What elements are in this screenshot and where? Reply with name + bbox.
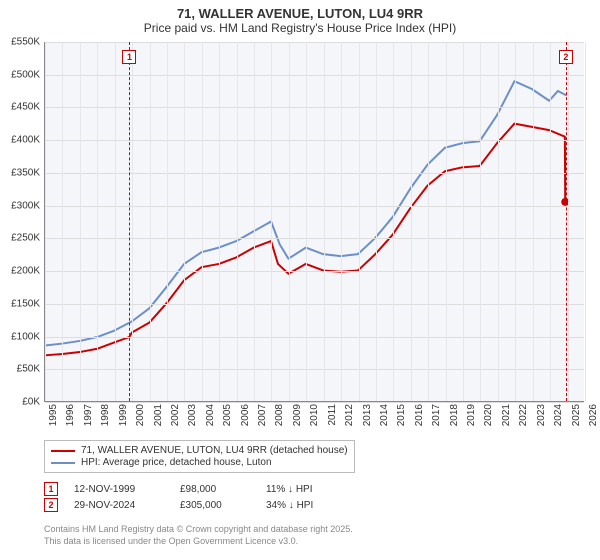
reference-line <box>566 42 567 401</box>
x-tick-label: 2022 <box>518 404 529 426</box>
attribution-line: Contains HM Land Registry data © Crown c… <box>44 524 353 536</box>
x-tick-label: 2021 <box>501 404 512 426</box>
x-tick-label: 2023 <box>536 404 547 426</box>
attribution-line: This data is licensed under the Open Gov… <box>44 536 353 548</box>
keypoint-price: £305,000 <box>180 500 250 511</box>
x-tick-label: 2012 <box>344 404 355 426</box>
x-tick-label: 2003 <box>187 404 198 426</box>
x-tick-label: 1997 <box>83 404 94 426</box>
y-tick-label: £100K <box>0 331 40 342</box>
x-tick-label: 1999 <box>118 404 129 426</box>
reference-line <box>129 42 130 401</box>
x-tick-label: 2020 <box>483 404 494 426</box>
chart-container: 71, WALLER AVENUE, LUTON, LU4 9RR Price … <box>0 0 600 560</box>
x-tick-label: 2016 <box>414 404 425 426</box>
attribution-text: Contains HM Land Registry data © Crown c… <box>44 524 353 547</box>
x-tick-label: 2025 <box>571 404 582 426</box>
y-tick-label: £350K <box>0 167 40 178</box>
x-tick-label: 2008 <box>274 404 285 426</box>
legend-label: 71, WALLER AVENUE, LUTON, LU4 9RR (detac… <box>81 445 348 456</box>
chart-title-line1: 71, WALLER AVENUE, LUTON, LU4 9RR <box>0 0 600 21</box>
legend-item: HPI: Average price, detached house, Luto… <box>51 457 348 468</box>
x-tick-label: 2004 <box>205 404 216 426</box>
y-tick-label: £450K <box>0 102 40 113</box>
x-tick-label: 2015 <box>396 404 407 426</box>
x-tick-label: 2017 <box>431 404 442 426</box>
y-tick-label: £50K <box>0 364 40 375</box>
y-tick-label: £500K <box>0 69 40 80</box>
keypoint-row: 1 12-NOV-1999 £98,000 11% ↓ HPI <box>44 482 346 496</box>
chart-lines-svg <box>45 42 584 401</box>
x-tick-label: 2024 <box>553 404 564 426</box>
reference-marker: 1 <box>122 50 136 64</box>
x-tick-label: 1996 <box>65 404 76 426</box>
y-tick-label: £300K <box>0 200 40 211</box>
x-tick-label: 2019 <box>466 404 477 426</box>
x-tick-label: 1995 <box>48 404 59 426</box>
y-tick-label: £250K <box>0 233 40 244</box>
x-tick-label: 2018 <box>449 404 460 426</box>
keypoints-table: 1 12-NOV-1999 £98,000 11% ↓ HPI 2 29-NOV… <box>44 480 346 514</box>
x-tick-label: 2010 <box>309 404 320 426</box>
y-tick-label: £400K <box>0 135 40 146</box>
y-tick-label: £200K <box>0 266 40 277</box>
chart-plot-area: 12 <box>44 42 584 402</box>
x-tick-label: 2009 <box>292 404 303 426</box>
series-line-price_paid <box>45 124 565 356</box>
keypoint-price: £98,000 <box>180 484 250 495</box>
legend-swatch <box>51 462 75 464</box>
keypoint-marker: 2 <box>44 498 58 512</box>
x-tick-label: 2001 <box>153 404 164 426</box>
keypoint-delta: 34% ↓ HPI <box>266 500 346 511</box>
x-tick-label: 2014 <box>379 404 390 426</box>
x-tick-label: 2002 <box>170 404 181 426</box>
keypoint-delta: 11% ↓ HPI <box>266 484 346 495</box>
x-tick-label: 2000 <box>135 404 146 426</box>
chart-title-line2: Price paid vs. HM Land Registry's House … <box>0 21 600 39</box>
x-tick-label: 2006 <box>240 404 251 426</box>
keypoint-marker: 1 <box>44 482 58 496</box>
legend-item: 71, WALLER AVENUE, LUTON, LU4 9RR (detac… <box>51 445 348 456</box>
x-tick-label: 2026 <box>588 404 599 426</box>
keypoint-date: 12-NOV-1999 <box>74 484 164 495</box>
x-tick-label: 1998 <box>100 404 111 426</box>
x-tick-label: 2005 <box>222 404 233 426</box>
chart-legend: 71, WALLER AVENUE, LUTON, LU4 9RR (detac… <box>44 440 355 473</box>
y-tick-label: £550K <box>0 37 40 48</box>
legend-swatch <box>51 450 75 452</box>
y-tick-label: £150K <box>0 298 40 309</box>
x-tick-label: 2011 <box>327 404 338 426</box>
reference-marker: 2 <box>559 50 573 64</box>
x-tick-label: 2007 <box>257 404 268 426</box>
y-tick-label: £0K <box>0 397 40 408</box>
x-tick-label: 2013 <box>362 404 373 426</box>
keypoint-row: 2 29-NOV-2024 £305,000 34% ↓ HPI <box>44 498 346 512</box>
legend-label: HPI: Average price, detached house, Luto… <box>81 457 272 468</box>
keypoint-date: 29-NOV-2024 <box>74 500 164 511</box>
